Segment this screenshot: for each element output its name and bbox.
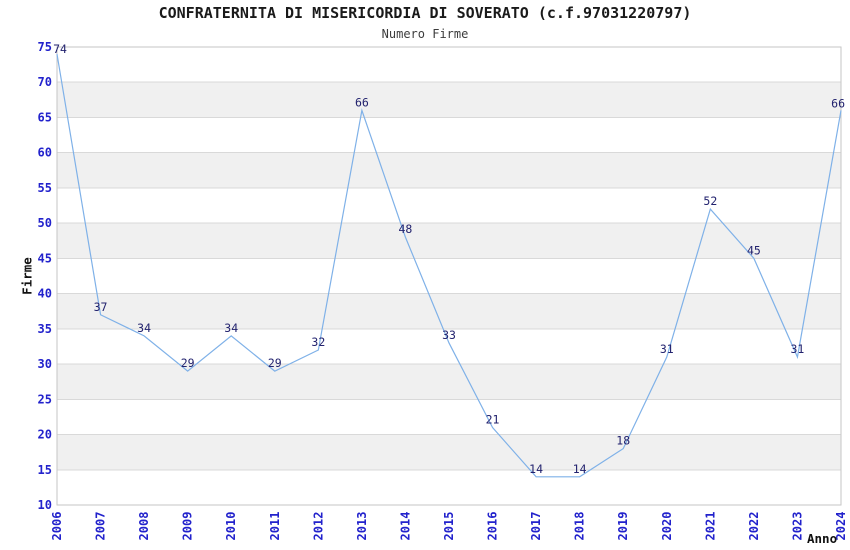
chart-subtitle: Numero Firme bbox=[381, 27, 469, 41]
band-row bbox=[57, 82, 841, 118]
x-tick-label: 2024 bbox=[834, 512, 848, 541]
x-tick-label: 2010 bbox=[224, 512, 238, 541]
band-row bbox=[57, 152, 841, 188]
x-tick-label: 2009 bbox=[181, 512, 195, 541]
x-tick-label: 2013 bbox=[355, 512, 369, 541]
data-point-label: 32 bbox=[311, 335, 325, 349]
data-point-label: 66 bbox=[355, 95, 369, 109]
data-point-label: 14 bbox=[529, 462, 543, 476]
data-point-label: 34 bbox=[137, 321, 151, 335]
data-point-label: 21 bbox=[486, 412, 500, 426]
y-tick-label: 40 bbox=[38, 287, 52, 301]
data-point-label: 66 bbox=[831, 96, 845, 110]
x-tick-label: 2022 bbox=[747, 512, 761, 541]
y-tick-label: 20 bbox=[38, 428, 52, 442]
data-point-label: 29 bbox=[181, 356, 195, 370]
x-tick-label: 2018 bbox=[573, 512, 587, 541]
data-point-label: 34 bbox=[224, 321, 238, 335]
band-row bbox=[57, 293, 841, 329]
x-tick-label: 2014 bbox=[398, 512, 412, 541]
x-axis-label: Anno bbox=[807, 531, 838, 546]
y-tick-label: 45 bbox=[38, 251, 52, 265]
x-tick-label: 2017 bbox=[529, 512, 543, 541]
x-tick-label: 2007 bbox=[94, 512, 108, 541]
y-tick-label: 60 bbox=[38, 146, 52, 160]
data-point-label: 31 bbox=[791, 342, 805, 356]
x-tick-label: 2011 bbox=[268, 512, 282, 541]
data-point-label: 31 bbox=[660, 342, 674, 356]
band-row bbox=[57, 364, 841, 400]
x-tick-label: 2023 bbox=[790, 512, 804, 541]
data-point-label: 18 bbox=[616, 434, 630, 448]
y-tick-label: 15 bbox=[38, 463, 52, 477]
x-tick-label: 2015 bbox=[442, 512, 456, 541]
data-point-label: 52 bbox=[703, 194, 717, 208]
band-row bbox=[57, 223, 841, 259]
plot-border bbox=[56, 46, 842, 506]
y-tick-label: 75 bbox=[38, 40, 52, 54]
data-line bbox=[56, 53, 842, 478]
y-axis-label: Firme bbox=[20, 257, 35, 295]
y-tick-label: 25 bbox=[38, 392, 52, 406]
data-point-label: 33 bbox=[442, 328, 456, 342]
x-tick-label: 2021 bbox=[703, 512, 717, 541]
data-point-label: 14 bbox=[573, 462, 587, 476]
data-point-label: 37 bbox=[94, 300, 108, 314]
data-point-label: 29 bbox=[268, 356, 282, 370]
data-point-label: 74 bbox=[53, 42, 67, 56]
data-point-label: 45 bbox=[747, 243, 761, 257]
x-tick-label: 2012 bbox=[311, 512, 325, 541]
y-tick-label: 65 bbox=[38, 110, 52, 124]
y-tick-label: 55 bbox=[38, 181, 52, 195]
x-tick-label: 2016 bbox=[486, 512, 500, 541]
y-tick-label: 35 bbox=[38, 322, 52, 336]
x-tick-label: 2006 bbox=[50, 512, 64, 541]
y-tick-label: 70 bbox=[38, 75, 52, 89]
y-tick-label: 50 bbox=[38, 216, 52, 230]
x-tick-label: 2019 bbox=[616, 512, 630, 541]
y-tick-label: 10 bbox=[38, 498, 52, 512]
data-point-label: 48 bbox=[399, 222, 413, 236]
chart-title: CONFRATERNITA DI MISERICORDIA DI SOVERAT… bbox=[158, 4, 692, 22]
y-tick-label: 30 bbox=[38, 357, 52, 371]
band-row bbox=[57, 434, 841, 470]
x-tick-label: 2020 bbox=[660, 512, 674, 541]
x-tick-label: 2008 bbox=[137, 512, 151, 541]
